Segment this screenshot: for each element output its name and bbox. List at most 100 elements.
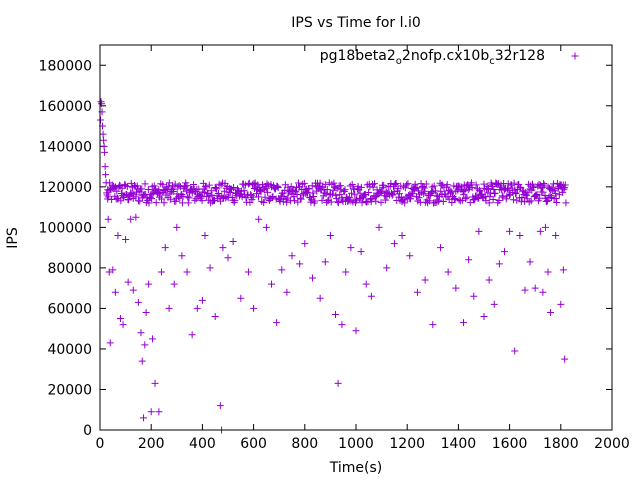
data-point — [535, 180, 543, 188]
data-point — [318, 196, 326, 204]
data-point — [352, 196, 360, 204]
data-point — [260, 199, 268, 207]
data-point — [334, 198, 342, 206]
data-point — [403, 181, 411, 189]
data-point — [532, 191, 540, 199]
data-point — [184, 193, 192, 201]
data-point — [231, 196, 239, 204]
data-point — [485, 199, 493, 207]
data-point — [134, 298, 142, 306]
data-point — [97, 116, 105, 124]
data-point — [536, 194, 544, 202]
data-point — [537, 184, 545, 192]
data-point — [127, 189, 135, 197]
data-point — [421, 276, 429, 284]
data-point — [332, 311, 340, 318]
data-point — [470, 292, 478, 300]
data-point — [477, 190, 485, 198]
data-point — [512, 189, 520, 197]
data-point — [383, 264, 391, 272]
data-point — [202, 183, 210, 191]
data-point — [133, 182, 141, 190]
data-point — [125, 196, 133, 204]
data-point — [401, 184, 409, 192]
data-point — [517, 198, 525, 206]
legend-plus-marker — [571, 52, 579, 60]
data-point — [428, 187, 436, 195]
data-point — [489, 196, 497, 204]
data-point — [502, 195, 510, 203]
data-point — [468, 184, 476, 192]
data-point — [380, 181, 388, 189]
data-point — [159, 181, 167, 189]
data-point — [491, 189, 499, 197]
data-point — [122, 236, 130, 244]
data-point — [332, 191, 340, 199]
data-point — [426, 197, 434, 205]
data-point — [148, 335, 156, 343]
data-point — [262, 223, 270, 231]
data-point — [329, 190, 337, 198]
data-point — [443, 181, 451, 189]
data-point — [237, 294, 245, 302]
data-point — [287, 183, 295, 191]
data-point — [406, 252, 414, 260]
data-point — [409, 189, 417, 197]
data-point — [330, 179, 338, 187]
data-point — [510, 179, 518, 187]
data-point — [511, 190, 519, 198]
y-axis-label: IPS — [5, 227, 21, 249]
data-point — [367, 198, 375, 206]
data-point — [411, 180, 419, 188]
data-point — [100, 136, 108, 144]
data-point — [475, 227, 483, 235]
data-point — [138, 185, 146, 193]
data-point — [562, 199, 570, 207]
data-point — [561, 355, 569, 363]
data-point — [516, 183, 524, 191]
data-point — [105, 268, 113, 276]
data-point — [207, 187, 215, 195]
data-point — [454, 182, 462, 190]
data-point — [356, 189, 364, 197]
y-tick-label: 180000 — [39, 58, 92, 74]
data-point — [244, 268, 252, 276]
data-points — [97, 98, 570, 434]
x-tick-label: 800 — [291, 436, 318, 452]
data-point — [234, 186, 242, 194]
data-point — [543, 197, 551, 205]
data-point — [99, 130, 107, 138]
data-point — [144, 186, 152, 194]
data-point — [338, 196, 346, 204]
data-point — [274, 184, 282, 192]
data-point — [129, 286, 137, 294]
data-point — [390, 240, 398, 248]
data-point — [360, 191, 368, 199]
data-point — [296, 260, 304, 268]
data-point — [160, 199, 168, 207]
data-point — [321, 189, 329, 197]
data-point — [145, 199, 153, 207]
data-point — [526, 258, 534, 266]
data-point — [155, 186, 163, 194]
data-point — [211, 313, 219, 321]
data-point — [100, 142, 108, 150]
data-point — [151, 379, 159, 387]
data-point — [150, 182, 158, 190]
data-point — [557, 300, 565, 308]
x-tick-label: 600 — [240, 436, 267, 452]
data-point — [540, 181, 548, 189]
data-point — [490, 186, 498, 194]
data-point — [549, 180, 557, 188]
data-point — [470, 196, 478, 204]
data-point — [211, 183, 219, 191]
data-point — [404, 180, 412, 188]
data-point — [450, 194, 458, 202]
data-point — [188, 189, 196, 197]
data-point — [132, 213, 140, 221]
data-point — [303, 188, 311, 196]
x-tick-label: 1200 — [389, 436, 425, 452]
data-point — [182, 187, 190, 195]
data-point — [208, 191, 216, 199]
data-point — [372, 197, 380, 205]
